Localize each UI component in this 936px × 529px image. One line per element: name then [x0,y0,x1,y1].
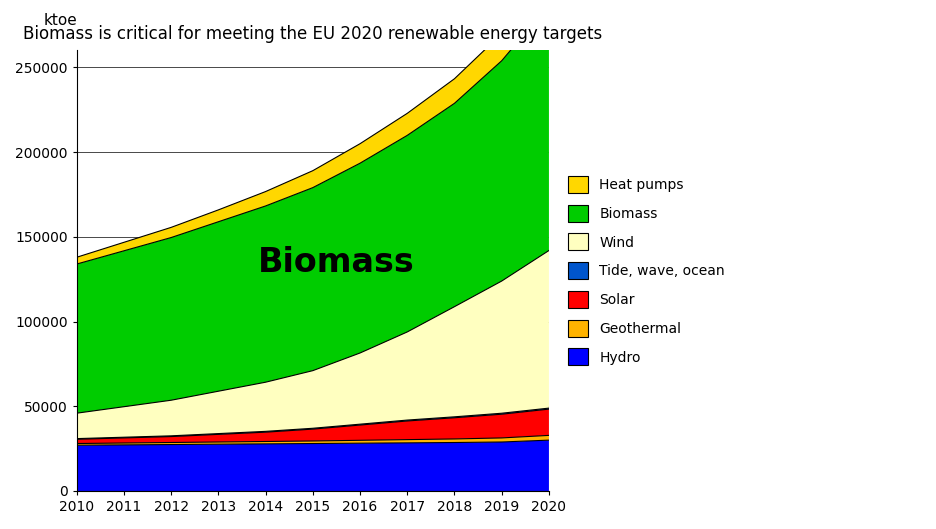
Text: Biomass: Biomass [257,245,415,279]
Text: ktoe: ktoe [44,13,78,29]
Legend: Heat pumps, Biomass, Wind, Tide, wave, ocean, Solar, Geothermal, Hydro: Heat pumps, Biomass, Wind, Tide, wave, o… [560,169,731,372]
Title: Biomass is critical for meeting the EU 2020 renewable energy targets: Biomass is critical for meeting the EU 2… [23,25,602,43]
